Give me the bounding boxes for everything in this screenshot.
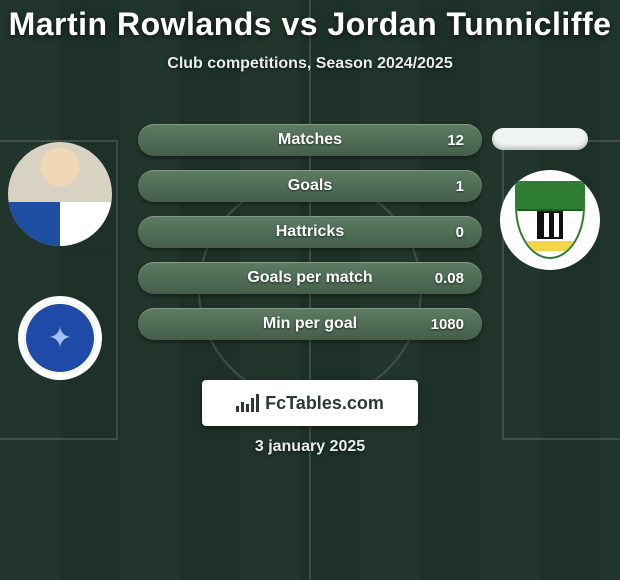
- bar-icon-bar: [251, 398, 254, 412]
- stat-pill: 1: [138, 170, 482, 202]
- stat-value-right: 0: [430, 224, 464, 241]
- brand-box[interactable]: FcTables.com: [202, 380, 418, 426]
- club-crest-left: ✦: [18, 296, 102, 380]
- bar-chart-icon: [236, 394, 259, 412]
- stat-value-right: 12: [430, 132, 464, 149]
- player-left-avatar: [8, 142, 112, 246]
- crest-right-band: [521, 241, 579, 251]
- page-subtitle: Club competitions, Season 2024/2025: [0, 55, 620, 73]
- club-crest-right: [500, 170, 600, 270]
- stats-container: 12Matches 1Goals 0Hattricks 0.08Goals per m…: [138, 124, 482, 354]
- phoenix-icon: ✦: [47, 321, 72, 356]
- bar-icon-bar: [236, 406, 239, 412]
- brand-text: FcTables.com: [265, 393, 384, 414]
- stat-value-right: 1080: [430, 316, 464, 333]
- content-area: Martin Rowlands vs Jordan Tunnicliffe Cl…: [0, 0, 620, 73]
- stat-pill: 12: [138, 124, 482, 156]
- avatar-jersey-placeholder: [8, 202, 112, 246]
- crest-right-shield: [515, 181, 585, 259]
- date-label: 3 january 2025: [0, 438, 620, 456]
- player-right-avatar-placeholder: [492, 128, 588, 150]
- stat-value-right: 0.08: [430, 270, 464, 287]
- stat-pill: 1080: [138, 308, 482, 340]
- stat-row: 0Hattricks: [138, 216, 482, 248]
- stat-pill: 0: [138, 216, 482, 248]
- stat-pill: 0.08: [138, 262, 482, 294]
- stat-row: 12Matches: [138, 124, 482, 156]
- bar-icon-bar: [246, 404, 249, 412]
- stat-row: 1Goals: [138, 170, 482, 202]
- bar-icon-bar: [256, 394, 259, 412]
- crest-right-stripes: [537, 211, 563, 239]
- crest-left-inner: ✦: [24, 302, 96, 374]
- stat-row: 0.08Goals per match: [138, 262, 482, 294]
- bar-icon-bar: [241, 402, 244, 412]
- avatar-head-placeholder: [8, 142, 112, 204]
- page-title: Martin Rowlands vs Jordan Tunnicliffe: [0, 6, 620, 43]
- stat-row: 1080Min per goal: [138, 308, 482, 340]
- stat-value-right: 1: [430, 178, 464, 195]
